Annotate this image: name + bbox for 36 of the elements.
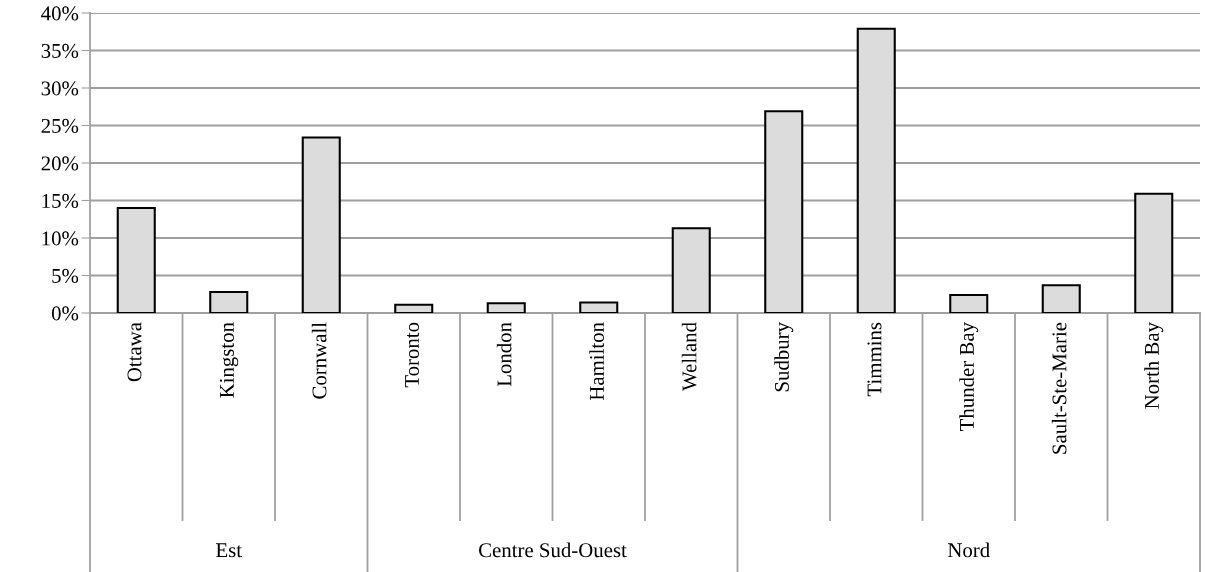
y-tick-label: 20% [41,156,79,171]
x-tick-label: Welland [681,322,697,391]
x-tick-label: Hamilton [589,322,604,401]
bar [764,110,804,313]
x-tick-label: Timmins [867,322,882,397]
y-tick-label: 10% [42,231,79,246]
bar [1041,284,1081,313]
y-tick-label: 30% [41,81,79,96]
bar [486,302,526,313]
y-tick-label: 0% [51,306,79,321]
x-tick-label: London [496,322,512,387]
x-tick-label: Sudbury [774,322,794,392]
bar [209,290,249,313]
y-tick-label: 35% [41,43,79,58]
x-tick-label: Cornwall [311,322,327,399]
x-tick-label: Kingston [219,322,239,398]
bar [394,303,434,313]
text: Centre Sud-Ouest [479,542,627,558]
y-tick-label: 25% [41,118,79,133]
bar [116,206,156,313]
bar [949,293,989,313]
x-tick-label: North Bay [1144,322,1164,409]
bar [579,301,619,313]
y-tick-label: 40% [41,6,79,21]
text: Est [216,543,242,558]
y-tick-label: 15% [42,193,79,208]
x-tick-label: Toronto [405,322,419,388]
bar [1134,192,1174,313]
bar [671,227,711,313]
x-tick-label: Ottawa [127,322,142,382]
text: Nord [947,542,990,558]
bar [301,136,341,313]
bar [856,27,896,313]
x-tick-label: Thunder Bay [959,322,979,431]
x-tick-label: Sault-Ste-Marie [1051,322,1067,454]
y-tick-label: 5% [52,268,79,283]
